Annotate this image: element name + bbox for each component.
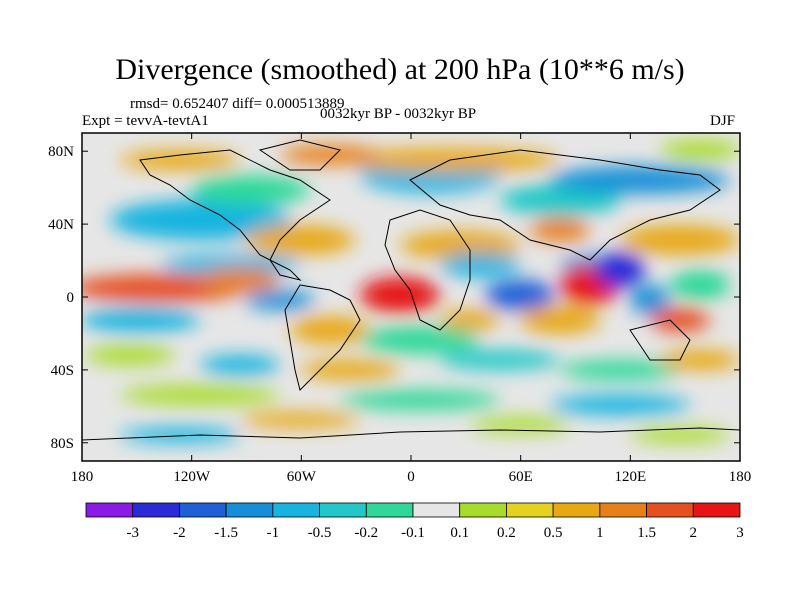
colorbar-label: 0.1 (450, 525, 469, 541)
x-tick-label: 120E (614, 469, 646, 485)
colorbar-swatch (506, 502, 554, 518)
colorbar-swatch (85, 502, 134, 518)
y-tick-label: 40N (48, 217, 74, 233)
x-tick-label: 0 (407, 469, 415, 485)
colorbar-label: 0.2 (497, 525, 516, 541)
chart-title: Divergence (smoothed) at 200 hPa (10**6 … (115, 53, 685, 86)
colorbar-swatch (132, 502, 180, 518)
x-tick-label: 60E (509, 469, 533, 485)
period-label: 0032kyr BP - 0032kyr BP (320, 106, 477, 122)
colorbar-label: 3 (736, 525, 744, 541)
y-tick-label: 40S (51, 363, 74, 379)
x-axis: 180 120W 60W 0 60E 120E 180 (71, 133, 752, 485)
colorbar-swatch (599, 502, 647, 518)
colorbar-swatch (692, 502, 741, 518)
stats-line: rmsd= 0.652407 diff= 0.000513889 (130, 96, 345, 112)
colorbar-swatch (646, 502, 694, 518)
colorbar-label: 1.5 (637, 525, 656, 541)
colorbar-label: -0.5 (308, 525, 332, 541)
coastlines (82, 139, 740, 441)
colorbar-swatch (552, 502, 601, 518)
colorbar-swatch (365, 502, 414, 518)
colorbar-label: 1 (596, 525, 604, 541)
y-tick-label: 80N (48, 144, 74, 160)
y-tick-label: 0 (67, 290, 75, 306)
map-area (82, 133, 740, 461)
colorbar-swatch (412, 502, 461, 518)
colorbar-label: -2 (173, 525, 186, 541)
colorbar-swatch (179, 502, 227, 518)
x-tick-label: 60W (287, 469, 317, 485)
colorbar-label: -1.5 (214, 525, 238, 541)
season-label: DJF (710, 113, 736, 129)
colorbar-swatch (225, 502, 274, 518)
colorbar: -3 -2 -1.5 -1 -0.5 -0.2 -0.1 0.1 0.2 0.5 1 1.5 2 3 (85, 502, 744, 541)
colorbar-label: -3 (126, 525, 139, 541)
divergence-field (82, 140, 740, 443)
colorbar-label: 0.5 (544, 525, 563, 541)
y-tick-label: 80S (51, 436, 74, 452)
colorbar-label: -0.2 (354, 525, 378, 541)
colorbar-label: 2 (690, 525, 698, 541)
x-tick-label: 120W (173, 469, 211, 485)
colorbar-swatch (319, 502, 367, 518)
y-axis: 80N 40N 0 40S 80S (48, 144, 740, 452)
experiment-label: Expt = tevvA-tevtA1 (82, 113, 209, 129)
colorbar-swatch (459, 502, 507, 518)
x-tick-label: 180 (729, 469, 752, 485)
colorbar-label: -0.1 (401, 525, 425, 541)
x-tick-label: 180 (71, 469, 94, 485)
colorbar-label: -1 (267, 525, 280, 541)
colorbar-swatch (272, 502, 320, 518)
